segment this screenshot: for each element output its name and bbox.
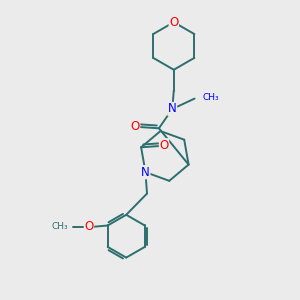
Text: O: O (130, 120, 140, 133)
Text: O: O (84, 220, 94, 233)
Text: O: O (169, 16, 178, 29)
Text: N: N (168, 103, 177, 116)
Text: CH₃: CH₃ (52, 222, 68, 231)
Text: O: O (159, 139, 169, 152)
Text: N: N (141, 166, 150, 179)
Text: CH₃: CH₃ (203, 93, 220, 102)
